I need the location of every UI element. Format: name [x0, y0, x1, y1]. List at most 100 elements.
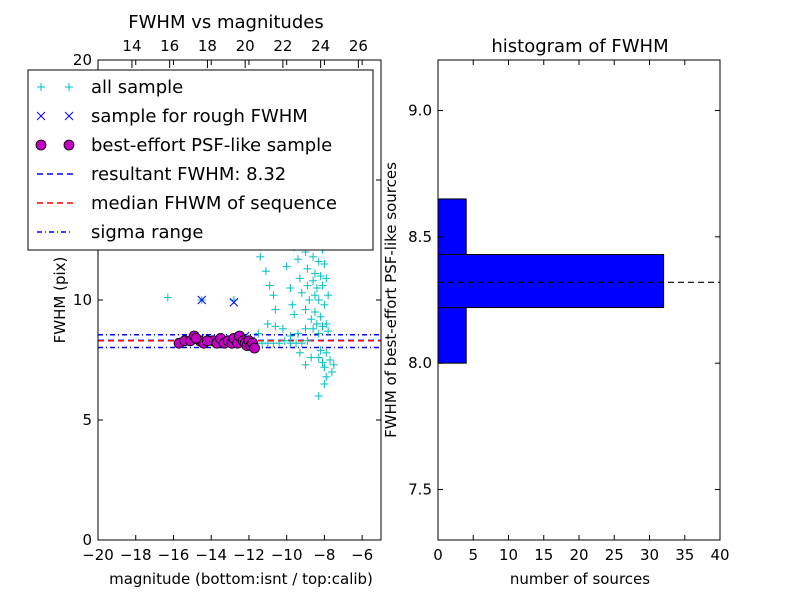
all-sample-point [320, 300, 329, 309]
psf-sample-point [202, 335, 213, 347]
all-sample-point [295, 274, 304, 283]
all-sample-point [286, 332, 295, 340]
all-sample-point [263, 320, 272, 328]
histogram-bar [437, 198, 467, 256]
legend-label: best-effort PSF-like sample [91, 135, 332, 156]
scatter-y-tick-label: 5 [82, 411, 92, 429]
scatter-top-tick-label: 20 [236, 37, 255, 55]
histogram-x-tick-label: 20 [569, 546, 588, 564]
all-sample-point [314, 257, 323, 266]
scatter-y-axis-label: FWHM (pix) [51, 257, 69, 344]
all-sample-point [310, 308, 319, 316]
all-sample-point [316, 272, 325, 280]
all-sample-point [318, 281, 327, 290]
scatter-top-tick-label: 16 [160, 37, 179, 55]
all-sample-point [324, 327, 333, 336]
all-sample-point [320, 260, 329, 268]
all-sample-point [303, 336, 312, 345]
legend-label: resultant FWHM: 8.32 [91, 164, 286, 185]
psf-sample-point [249, 342, 260, 354]
all-sample-point [312, 284, 321, 292]
legend-label: all sample [91, 77, 183, 98]
all-sample-point [271, 322, 280, 331]
all-sample-point [307, 315, 316, 324]
all-sample-point [301, 360, 310, 369]
all-sample-point [288, 300, 297, 309]
legend-entry: resultant FWHM: 8.32 [37, 164, 286, 185]
all-sample-point [295, 348, 304, 357]
legend-entry: median FHWM of sequence [37, 193, 337, 214]
rough-fwhm-point [229, 298, 239, 307]
scatter-x-tick-label: −18 [120, 546, 152, 564]
scatter-top-tick-label: 26 [349, 37, 368, 55]
histogram-y-tick-label: 7.5 [408, 480, 432, 498]
all-sample-point [314, 353, 323, 362]
all-sample-point [163, 293, 172, 302]
all-sample-point [316, 312, 325, 321]
histogram-x-tick-label: 30 [640, 546, 659, 564]
histogram-bar [437, 254, 665, 309]
histogram-y-tick-label: 8.0 [408, 354, 432, 372]
scatter-x-tick-label: −8 [313, 546, 335, 564]
all-sample-point [312, 320, 321, 328]
histogram-x-tick-label: 10 [499, 546, 518, 564]
all-sample-point [310, 291, 319, 300]
rough-fwhm-point [197, 295, 207, 305]
legend-box [27, 69, 374, 251]
histogram-bar [437, 307, 467, 364]
all-sample-point [309, 324, 318, 333]
all-sample-point [322, 320, 331, 328]
all-sample-point [297, 288, 306, 297]
scatter-x-tick-label: −14 [195, 546, 227, 564]
legend-marker-b [64, 111, 74, 121]
histogram-y-tick-label: 9.0 [408, 102, 432, 120]
rough-fwhm-point-b [197, 295, 207, 305]
data-layer [98, 198, 720, 400]
legend-label: sigma range [91, 222, 203, 243]
all-sample-point [329, 360, 338, 369]
scatter-x-axis-label: magnitude (bottom:isnt / top:calib) [109, 570, 373, 588]
legend-marker [36, 111, 46, 121]
scatter-top-tick-label: 24 [311, 37, 330, 55]
scatter-x-tick-label: −16 [158, 546, 190, 564]
all-sample-point [309, 276, 318, 285]
legend-entry: all sample [37, 77, 183, 98]
all-sample-point [275, 339, 284, 348]
scatter-top-tick-label: 14 [122, 37, 141, 55]
histogram-y-tick-label: 8.5 [408, 228, 432, 246]
rough-fwhm-point-b [229, 298, 239, 307]
all-sample-point [269, 291, 278, 300]
all-sample-point [271, 305, 280, 314]
histogram-x-tick-label: 25 [605, 546, 624, 564]
scatter-top-tick-label: 22 [273, 37, 292, 55]
all-sample-point [297, 339, 306, 348]
all-sample-point [326, 356, 335, 364]
histogram-x-tick-label: 40 [710, 546, 729, 564]
histogram-x-tick-label: 0 [433, 546, 443, 564]
histogram-x-tick-label: 35 [675, 546, 694, 564]
all-sample-point [301, 324, 310, 333]
all-sample-point [324, 291, 333, 300]
all-sample-point [261, 267, 270, 276]
scatter-legend: all sample sample for rough FWHM best-effo… [27, 69, 374, 251]
legend-entry: sigma range [37, 222, 203, 243]
all-sample-point [303, 264, 312, 273]
all-sample-point [309, 252, 318, 261]
scatter-y-tick-label: 0 [82, 531, 92, 549]
all-sample-point [322, 274, 331, 283]
all-sample-point [303, 281, 312, 290]
all-sample-point [316, 346, 325, 355]
legend-label: sample for rough FWHM [91, 106, 308, 127]
all-sample-point [320, 380, 329, 388]
all-sample-point [282, 262, 291, 271]
histogram-x-axis-label: number of sources [510, 570, 650, 588]
legend-entry: best-effort PSF-like sample [35, 135, 332, 156]
scatter-y-tick-label: 20 [73, 51, 92, 69]
all-sample-point [280, 336, 289, 345]
legend-marker [65, 83, 73, 91]
all-sample-point [293, 255, 302, 264]
scatter-y-tick-label: 10 [73, 291, 92, 309]
histogram-ticks: 0 5 10 15 20 25 30 35 40 7.5 8.0 8.5 9.0 [408, 60, 730, 564]
all-sample-point [278, 324, 287, 333]
